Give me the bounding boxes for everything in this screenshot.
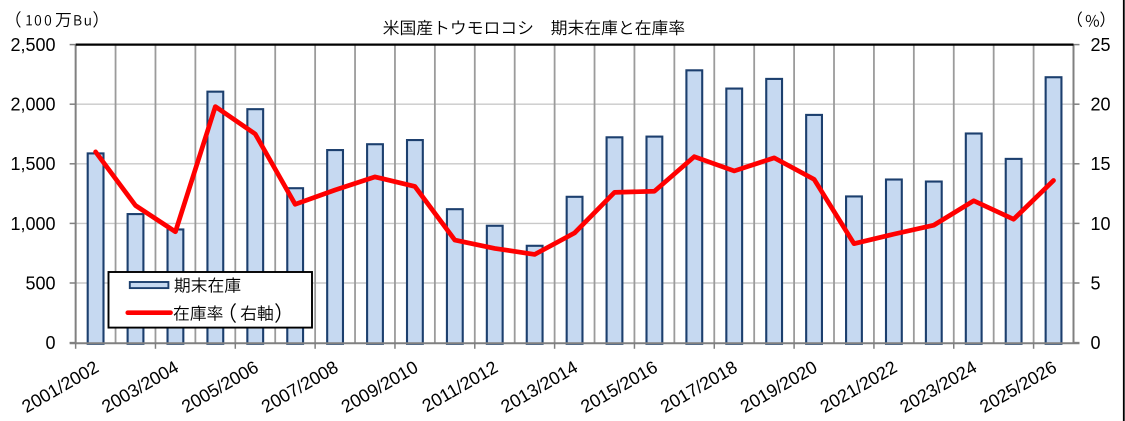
svg-text:10: 10	[1091, 214, 1111, 234]
svg-text:1,500: 1,500	[10, 154, 55, 174]
svg-text:2,000: 2,000	[10, 95, 55, 115]
svg-text:25: 25	[1091, 35, 1111, 55]
svg-text:1,000: 1,000	[10, 214, 55, 234]
svg-text:20: 20	[1091, 95, 1111, 115]
svg-text:2,500: 2,500	[10, 35, 55, 55]
svg-text:15: 15	[1091, 154, 1111, 174]
svg-text:500: 500	[25, 273, 55, 293]
svg-text:0: 0	[45, 333, 55, 353]
svg-text:5: 5	[1091, 273, 1101, 293]
svg-text:0: 0	[1091, 333, 1101, 353]
